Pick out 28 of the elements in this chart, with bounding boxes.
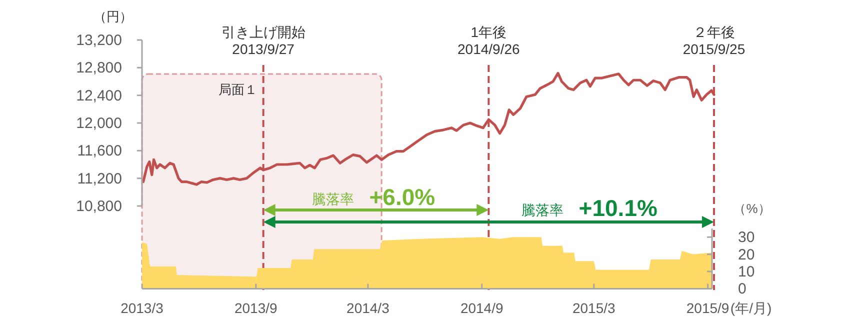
x-tick-label: 2013/3 [120,300,164,316]
x-tick-label: 2015/3 [572,300,616,316]
x-tick-label: 2013/9 [234,300,278,316]
annotation: +6.0% [369,184,436,210]
y-tick-label: 12,000 [76,115,122,132]
y2-tick-label: 30 [738,229,755,246]
y-tick-label: 10,800 [76,198,122,215]
ref-line-label: ２年後 2015/9/25 [682,24,746,57]
ref-line-label: 1年後 2014/9/26 [458,24,520,57]
band-label: 局面１ [218,82,258,97]
y2-tick-label: 20 [738,246,755,264]
y-tick-label: 12,800 [76,60,122,77]
annotation: 騰落率 [312,191,354,207]
y-tick-label: 11,200 [77,170,122,188]
y-tick-label: 13,200 [76,32,122,49]
x-tick-label: 2015/9 [686,300,730,316]
y2-axis-title: （%） [733,201,771,216]
ref-line-label: 引き上げ開始 2013/9/27 [221,24,306,57]
x-tick-label: 2014/3 [346,300,390,316]
y-axis-title: （円） [94,9,132,24]
annotation: 騰落率 [522,202,564,218]
annotation: +10.1% [578,195,658,221]
y-tick-label: 12,400 [76,87,122,104]
x-axis-title: (年/月) [730,300,772,316]
x-tick-label: 2014/9 [460,300,504,316]
y2-tick-label: 0 [738,280,746,298]
y2-tick-label: 10 [738,264,755,280]
y-tick-label: 11,600 [77,142,122,160]
